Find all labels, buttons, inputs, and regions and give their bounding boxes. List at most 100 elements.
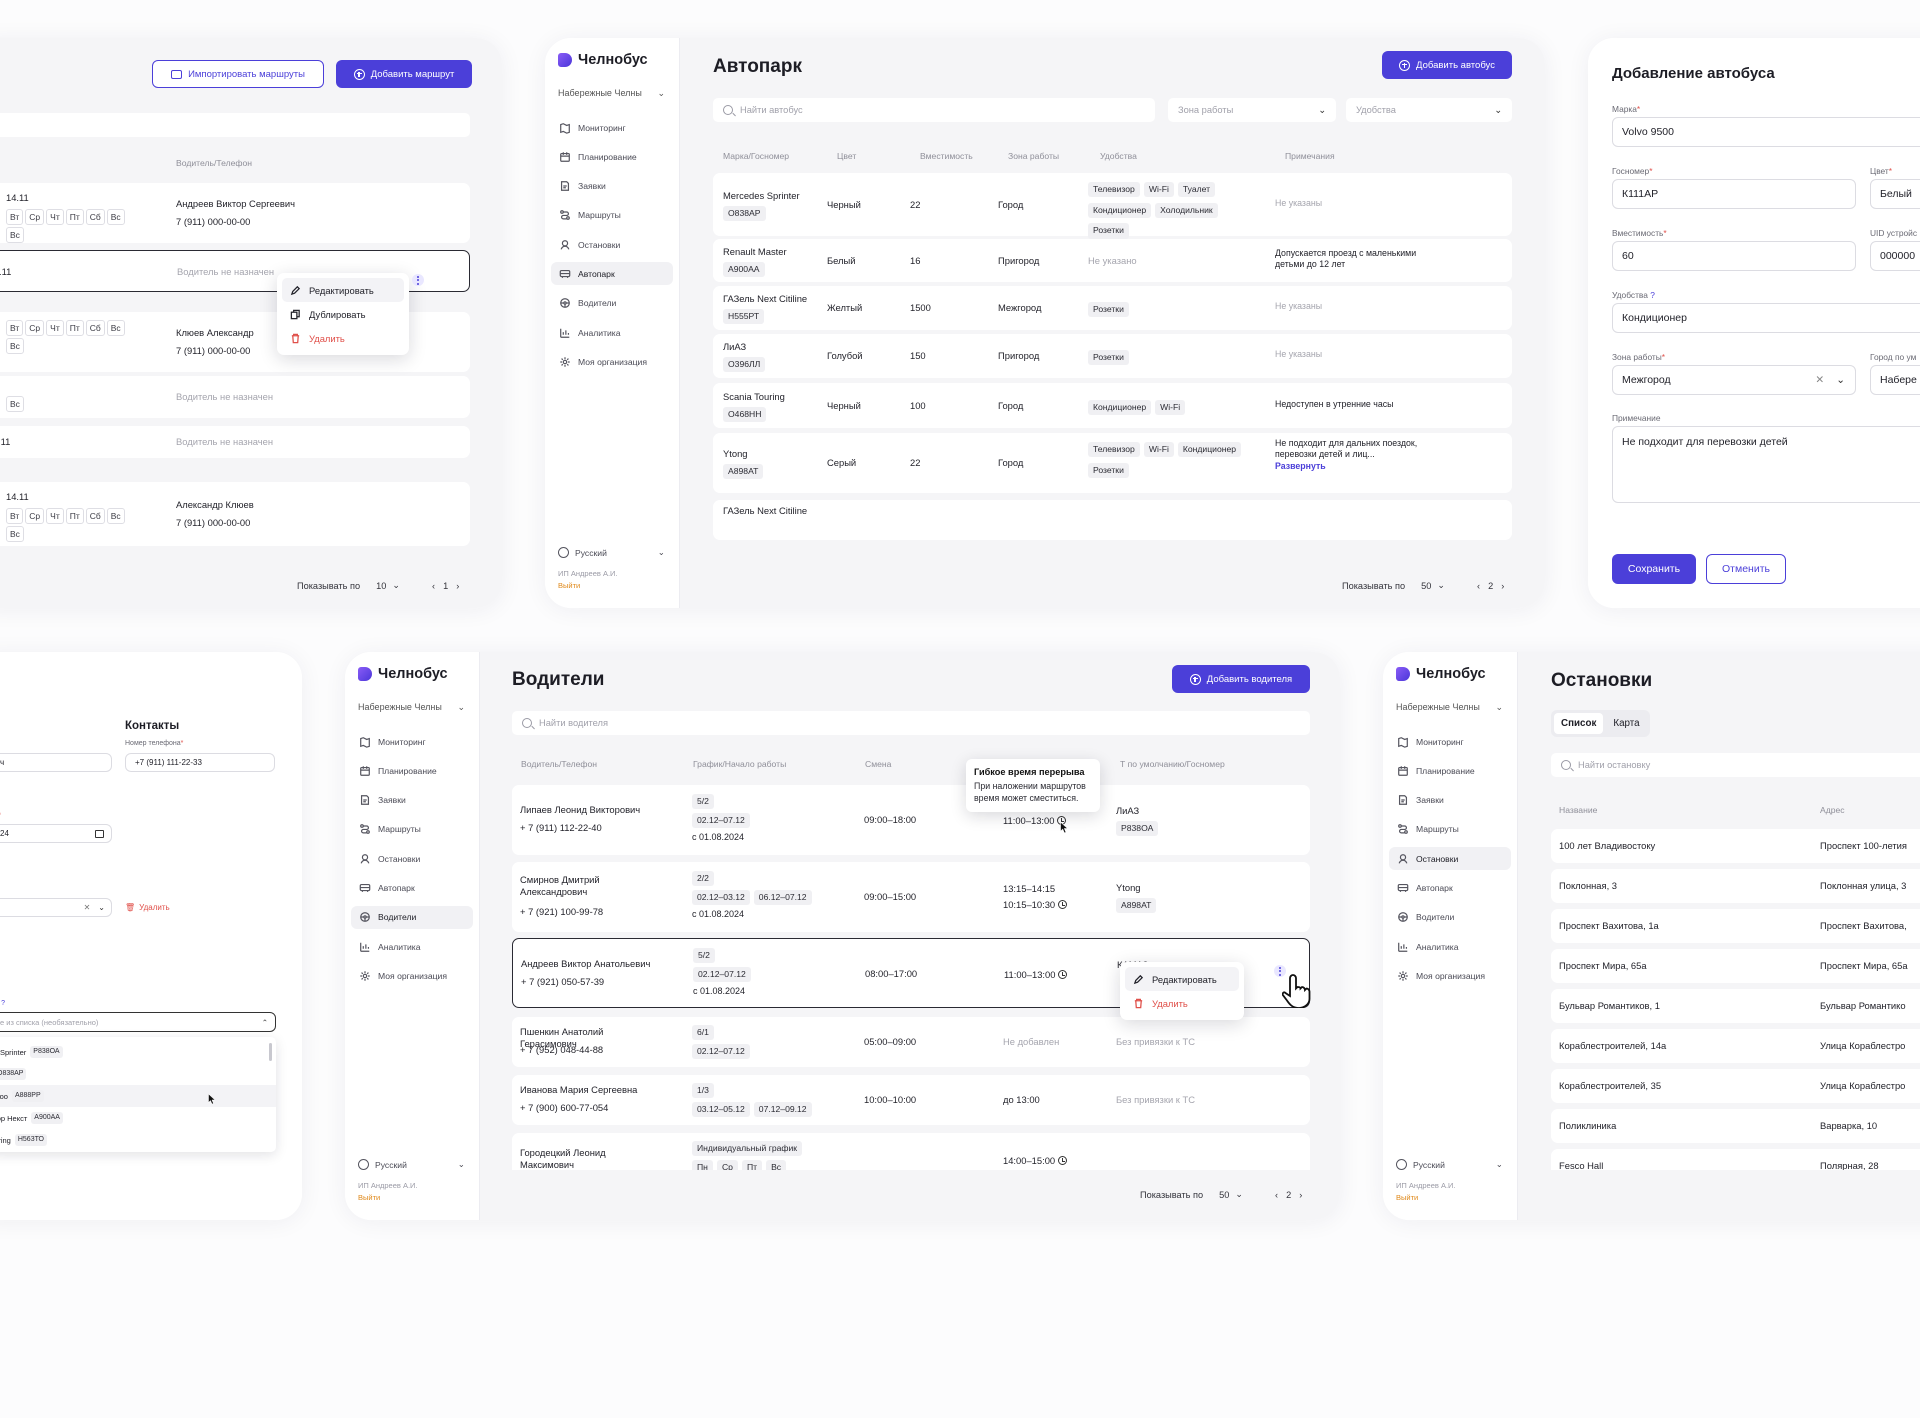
tab-list[interactable]: Список [1554, 713, 1604, 734]
sidebar-item-planning[interactable]: Планирование [351, 759, 473, 782]
logout-link[interactable]: Выйти [1396, 1193, 1419, 1202]
bus-row[interactable]: ГАЗель Next Citiline Н555РТ Желтый 1500 Межг… [713, 286, 1512, 330]
sidebar-item-organization[interactable]: Моя организация [1389, 964, 1511, 987]
phone-field[interactable]: +7 (911) 111-22-33 [125, 753, 275, 772]
next-page-button[interactable]: › [1501, 580, 1505, 591]
sidebar-item-stops[interactable]: Остановки [1389, 847, 1511, 871]
bus-row[interactable]: ГАЗель Next Citiline [713, 500, 1512, 540]
clock-icon[interactable] [1058, 970, 1068, 979]
clear-icon[interactable]: ✕ [83, 903, 91, 912]
sidebar-item-requests[interactable]: Заявки [351, 789, 473, 812]
cancel-button[interactable]: Отменить [1706, 554, 1786, 584]
expand-link[interactable]: Развернуть [1275, 460, 1326, 471]
sidebar-item-routes[interactable]: Маршруты [551, 204, 673, 227]
scrollbar[interactable] [269, 1043, 272, 1061]
sidebar-item-monitoring[interactable]: Мониторинг [551, 116, 673, 139]
tab-map[interactable]: Карта [1613, 718, 1640, 729]
clear-icon[interactable]: ✕ [1815, 374, 1825, 386]
note-field[interactable]: Не подходит для перевозки детей [1612, 426, 1920, 503]
bus-row[interactable]: Ytong А898АТ Серый 22 Город Телевизор Wi-Fi Кон… [713, 433, 1512, 493]
sidebar-item-drivers[interactable]: Водители [1389, 906, 1511, 929]
calendar-icon[interactable] [95, 829, 104, 838]
next-page-button[interactable]: › [456, 580, 460, 591]
stop-row[interactable]: Поликлиника Варварка, 10 [1551, 1109, 1920, 1143]
sidebar-item-monitoring[interactable]: Мониторинг [351, 730, 473, 753]
route-row[interactable]: Вс Водитель не назначен [0, 376, 470, 418]
logout-link[interactable]: Выйти [558, 581, 581, 590]
stop-row[interactable]: Бульвар Романтиков, 1 Бульвар Романтико [1551, 989, 1920, 1023]
sidebar-item-routes[interactable]: Маршруты [351, 818, 473, 841]
route-row[interactable]: .11 Водитель не назначен [0, 426, 470, 458]
sidebar-item-requests[interactable]: Заявки [551, 175, 673, 198]
capacity-field[interactable]: 60 [1612, 241, 1856, 271]
delete-link[interactable]: 🗑 Удалить [125, 903, 170, 912]
sidebar-item-stops[interactable]: Остановки [551, 233, 673, 256]
stop-row[interactable]: Проспект Мира, 65а Проспект Мира, 65а [1551, 949, 1920, 983]
per-page-select[interactable]: 50 ⌄ [1219, 1189, 1244, 1200]
sidebar-item-organization[interactable]: Моя организация [351, 964, 473, 987]
route-row[interactable]: 14.11 Вт Ср Чт Пт Сб Вс Вс Андреев Виктор Сергее… [0, 183, 470, 244]
color-field[interactable]: Белый [1870, 179, 1920, 209]
amenities-field[interactable]: Кондиционер [1612, 303, 1920, 333]
add-bus-button[interactable]: Добавить автобус [1382, 51, 1512, 79]
clock-icon[interactable] [1058, 899, 1068, 909]
sidebar-item-stops[interactable]: Остановки [351, 847, 473, 870]
sidebar-item-drivers[interactable]: Водители [551, 292, 673, 315]
save-button[interactable]: Сохранить [1612, 554, 1696, 584]
driver-row[interactable]: Пшенкин Анатолий Герасимович + 7 (952) 04… [512, 1017, 1310, 1067]
sidebar-item-routes[interactable]: Маршруты [1389, 818, 1511, 841]
name-field[interactable]: ч [0, 753, 112, 772]
driver-row[interactable]: Городецкий Леонид Максимович Индивидуальн… [512, 1133, 1310, 1170]
sidebar-item-fleet[interactable]: Автопарк [351, 876, 473, 899]
prev-page-button[interactable]: ‹ [432, 580, 436, 591]
date-field[interactable]: 24 [0, 824, 112, 843]
sidebar-item-analytics[interactable]: Аналитика [551, 321, 673, 344]
logout-link[interactable]: Выйти [358, 1193, 381, 1202]
stop-row[interactable]: Fesco Hall Полярная, 28 [1551, 1149, 1920, 1170]
row-kebab-button[interactable] [1274, 965, 1286, 977]
bus-option[interactable]: ewooА888РР [0, 1085, 276, 1107]
plate-field[interactable]: К111АР [1612, 179, 1856, 209]
uid-field[interactable]: 000000 [1870, 241, 1920, 271]
import-routes-button[interactable]: Импортировать маршруты [152, 60, 324, 88]
prev-page-button[interactable]: ‹ [1477, 580, 1481, 591]
per-page-select[interactable]: 50 ⌄ [1421, 580, 1446, 591]
menu-edit[interactable]: Редактировать [282, 278, 404, 302]
menu-delete[interactable]: Удалить [282, 326, 404, 350]
driver-row[interactable]: Иванова Мария Сергеевна + 7 (900) 600-77-… [512, 1075, 1310, 1125]
city-select[interactable]: Набережные Челны ⌄ [558, 88, 665, 98]
bus-option[interactable]: О838АР [0, 1063, 276, 1085]
stop-row[interactable]: Кораблестроителей, 35 Улица Кораблестро [1551, 1069, 1920, 1103]
sidebar-item-organization[interactable]: Моя организация [551, 350, 673, 373]
brand-logo[interactable]: Челнобус [558, 52, 648, 68]
sidebar-item-planning[interactable]: Планирование [1389, 759, 1511, 782]
driver-row[interactable]: Смирнов Дмитрий Александрович + 7 (921) 1… [512, 862, 1310, 932]
add-driver-button[interactable]: Добавить водителя [1172, 665, 1310, 693]
per-page-select[interactable]: 10 ⌄ [376, 580, 401, 591]
default-bus-select[interactable]: е из списка (необязательно) ⌃ [0, 1012, 276, 1032]
driver-search-input[interactable]: Найти водителя [512, 711, 1310, 735]
city-field[interactable]: Набере [1870, 365, 1920, 395]
city-select[interactable]: Набережные Челны ⌄ [358, 702, 465, 712]
language-select[interactable]: Русский ⌄ [358, 1159, 465, 1170]
stop-row[interactable]: Кораблестроителей, 14а Улица Кораблестро [1551, 1029, 1920, 1063]
bus-row[interactable]: Renault Master А900АА Белый 16 Пригород Не ук… [713, 239, 1512, 282]
bus-option[interactable]: ouringН563ТО [0, 1129, 276, 1151]
add-route-button[interactable]: Добавить маршрут [336, 60, 472, 88]
sidebar-item-drivers[interactable]: Водители [351, 905, 473, 929]
sidebar-item-fleet[interactable]: Автопарк [1389, 876, 1511, 899]
driver-row[interactable]: Липаев Леонид Викторович + 7 (911) 112-22… [512, 785, 1310, 855]
row-kebab-button[interactable] [412, 274, 424, 286]
routes-search-input[interactable] [0, 113, 470, 137]
stop-row[interactable]: 100 лет Владивостоку Проспект 100-летия [1551, 829, 1920, 863]
bus-row[interactable]: Scania Touring О468НН Черный 100 Город Кондиц… [713, 383, 1512, 428]
zone-select[interactable]: Зона работы ⌄ [1168, 98, 1336, 122]
sidebar-item-requests[interactable]: Заявки [1389, 789, 1511, 812]
brand-logo[interactable]: Челнобус [358, 666, 448, 682]
sidebar-item-monitoring[interactable]: Мониторинг [1389, 730, 1511, 753]
zone-field[interactable]: Межгород ✕ ⌄ [1612, 365, 1856, 395]
route-row[interactable]: .11 Водитель не назначен [0, 250, 470, 292]
stop-row[interactable]: Поклонная, 3 Поклонная улица, 3 [1551, 869, 1920, 903]
sidebar-item-fleet[interactable]: Автопарк [551, 262, 673, 286]
